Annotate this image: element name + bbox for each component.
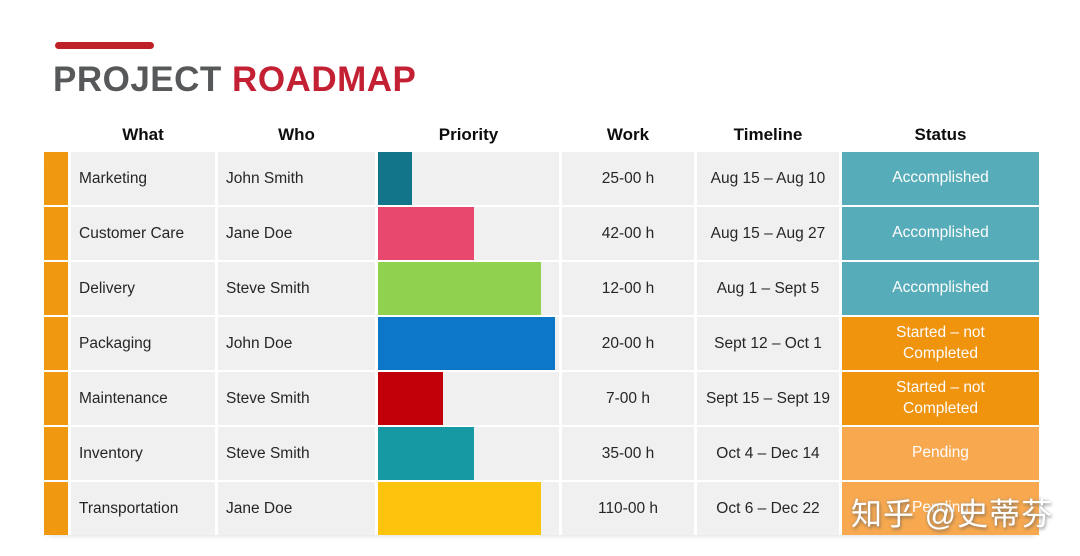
table-row: Packaging John Doe 20-00 h Sept 12 – Oct…	[44, 317, 1039, 370]
cell-priority	[378, 427, 559, 480]
cell-priority	[378, 262, 559, 315]
table-row: Transportation Jane Doe 110-00 h Oct 6 –…	[44, 482, 1039, 535]
table-row: Inventory Steve Smith 35-00 h Oct 4 – De…	[44, 427, 1039, 480]
cell-priority	[378, 317, 559, 370]
cell-priority	[378, 372, 559, 425]
watermark: 知乎 @史蒂芬	[851, 497, 1054, 532]
cell-who: Steve Smith	[218, 427, 375, 480]
cell-who: Jane Doe	[218, 207, 375, 260]
priority-bar	[378, 262, 541, 315]
status-badge: Accomplished	[842, 207, 1039, 260]
priority-bar	[378, 482, 541, 535]
row-marker	[44, 427, 68, 480]
cell-work: 110-00 h	[562, 482, 694, 535]
cell-who: Steve Smith	[218, 262, 375, 315]
cell-timeline: Sept 15 – Sept 19	[697, 372, 839, 425]
row-marker	[44, 152, 68, 205]
cell-priority	[378, 207, 559, 260]
priority-bar	[378, 372, 444, 425]
row-marker	[44, 207, 68, 260]
cell-who: John Doe	[218, 317, 375, 370]
cell-what: Marketing	[71, 152, 215, 205]
cell-timeline: Oct 6 – Dec 22	[697, 482, 839, 535]
table-row: Maintenance Steve Smith 7-00 h Sept 15 –…	[44, 372, 1039, 425]
cell-work: 25-00 h	[562, 152, 694, 205]
column-header-who: Who	[278, 125, 315, 144]
cell-what: Inventory	[71, 427, 215, 480]
cell-timeline: Oct 4 – Dec 14	[697, 427, 839, 480]
page-title-primary: PROJECT	[53, 60, 222, 99]
cell-priority	[378, 482, 559, 535]
row-marker	[44, 317, 68, 370]
status-badge: Started – not Completed	[842, 317, 1039, 370]
cell-what: Transportation	[71, 482, 215, 535]
title-accent-line	[55, 42, 154, 49]
priority-bar	[378, 207, 474, 260]
cell-what: Maintenance	[71, 372, 215, 425]
column-header-priority: Priority	[438, 125, 499, 144]
status-badge: Accomplished	[842, 152, 1039, 205]
cell-what: Customer Care	[71, 207, 215, 260]
cell-work: 12-00 h	[562, 262, 694, 315]
cell-timeline: Sept 12 – Oct 1	[697, 317, 839, 370]
column-header-status: Status	[914, 125, 967, 144]
page-title: PROJECT ROADMAP	[53, 62, 416, 97]
cell-work: 35-00 h	[562, 427, 694, 480]
page-title-secondary: ROADMAP	[232, 60, 417, 99]
table-row: Delivery Steve Smith 12-00 h Aug 1 – Sep…	[44, 262, 1039, 315]
title-block: PROJECT ROADMAP	[53, 42, 416, 97]
cell-timeline: Aug 15 – Aug 10	[697, 152, 839, 205]
table-header-row: What Who Priority Work Timeline Status	[44, 118, 1039, 152]
table-body: Marketing John Smith 25-00 h Aug 15 – Au…	[44, 152, 1039, 535]
column-header-work: Work	[606, 125, 650, 144]
table-row: Customer Care Jane Doe 42-00 h Aug 15 – …	[44, 207, 1039, 260]
cell-what: Packaging	[71, 317, 215, 370]
status-badge: Pending	[842, 427, 1039, 480]
column-header-timeline: Timeline	[733, 125, 803, 144]
table-row: Marketing John Smith 25-00 h Aug 15 – Au…	[44, 152, 1039, 205]
cell-what: Delivery	[71, 262, 215, 315]
column-header-what: What	[122, 125, 164, 144]
row-marker	[44, 372, 68, 425]
priority-bar	[378, 152, 413, 205]
cell-work: 20-00 h	[562, 317, 694, 370]
cell-priority	[378, 152, 559, 205]
cell-who: Steve Smith	[218, 372, 375, 425]
row-marker	[44, 262, 68, 315]
priority-bar	[378, 317, 556, 370]
status-badge: Started – not Completed	[842, 372, 1039, 425]
cell-who: Jane Doe	[218, 482, 375, 535]
status-badge: Pending	[842, 482, 1039, 535]
row-marker	[44, 482, 68, 535]
priority-bar	[378, 427, 474, 480]
cell-work: 42-00 h	[562, 207, 694, 260]
cell-work: 7-00 h	[562, 372, 694, 425]
roadmap-table: What Who Priority Work Timeline Status M…	[44, 118, 1039, 535]
title-space	[222, 60, 232, 99]
cell-timeline: Aug 1 – Sept 5	[697, 262, 839, 315]
status-badge: Accomplished	[842, 262, 1039, 315]
cell-timeline: Aug 15 – Aug 27	[697, 207, 839, 260]
cell-who: John Smith	[218, 152, 375, 205]
